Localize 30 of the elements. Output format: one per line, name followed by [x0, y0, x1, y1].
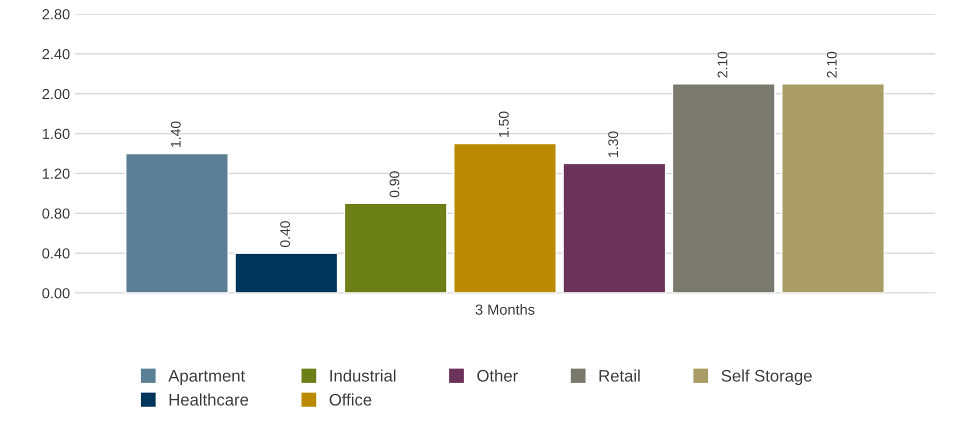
bar	[562, 162, 666, 293]
legend-label: Retail	[600, 369, 640, 382]
y-tick-label: 0.00	[42, 288, 70, 298]
bar	[453, 142, 557, 293]
data-label: 0.40	[280, 221, 290, 248]
data-label: 1.50	[498, 111, 509, 137]
data-label: 2.10	[826, 52, 837, 78]
data-label: 0.90	[390, 171, 400, 198]
legend-label: Healthcare	[170, 393, 248, 406]
legend-label: Apartment	[168, 370, 246, 386]
legend-label: Office	[330, 393, 372, 406]
data-label: 1.30	[608, 131, 618, 157]
bar	[125, 152, 229, 293]
y-tick-label: 0.80	[42, 208, 70, 219]
data-label: 1.40	[170, 121, 181, 147]
y-tick-label: 1.20	[42, 168, 70, 179]
y-tick-label: 2.00	[42, 88, 70, 100]
data-label: 2.10	[718, 52, 728, 78]
y-tick-label: 2.80	[42, 9, 70, 20]
bar	[344, 202, 448, 293]
legend-label: Self Storage	[722, 369, 812, 386]
x-tick-label: 3 Months	[476, 304, 534, 315]
bar	[781, 83, 885, 293]
bar	[234, 252, 338, 293]
y-tick-label: 0.40	[42, 248, 70, 259]
bar	[672, 83, 776, 293]
y-tick-label: 1.60	[42, 128, 70, 139]
y-tick-label: 2.40	[42, 48, 70, 60]
legend-label: Industrial	[330, 369, 396, 382]
legend-label: Other	[477, 369, 518, 382]
